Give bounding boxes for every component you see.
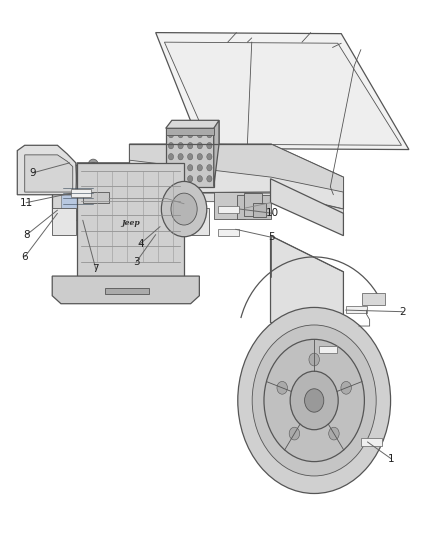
Text: 3: 3: [133, 257, 139, 267]
Polygon shape: [52, 165, 109, 175]
Circle shape: [168, 142, 173, 149]
Circle shape: [289, 427, 300, 440]
Circle shape: [61, 163, 67, 168]
Bar: [361, 438, 382, 446]
Circle shape: [304, 389, 324, 412]
Text: 6: 6: [21, 252, 28, 262]
Circle shape: [178, 165, 183, 171]
Text: 4: 4: [137, 239, 144, 248]
Polygon shape: [271, 179, 343, 236]
Text: 1: 1: [388, 454, 395, 464]
Polygon shape: [166, 128, 214, 187]
Circle shape: [59, 159, 69, 172]
Bar: [218, 229, 239, 236]
Polygon shape: [52, 276, 199, 304]
Polygon shape: [76, 163, 130, 195]
Polygon shape: [102, 165, 109, 220]
Circle shape: [168, 165, 173, 171]
Polygon shape: [106, 288, 149, 294]
Circle shape: [197, 142, 202, 149]
Circle shape: [197, 132, 202, 138]
Circle shape: [178, 175, 183, 182]
Circle shape: [178, 154, 183, 160]
Circle shape: [178, 142, 183, 149]
Circle shape: [161, 181, 207, 237]
Polygon shape: [237, 195, 272, 219]
Polygon shape: [166, 128, 214, 135]
Polygon shape: [244, 193, 262, 216]
Circle shape: [171, 193, 197, 225]
Circle shape: [207, 175, 212, 182]
Polygon shape: [52, 175, 102, 220]
Bar: [362, 293, 385, 305]
Bar: [61, 183, 95, 211]
Circle shape: [277, 382, 287, 394]
Circle shape: [197, 165, 202, 171]
Polygon shape: [130, 144, 343, 209]
Circle shape: [187, 165, 193, 171]
Circle shape: [207, 142, 212, 149]
Polygon shape: [130, 144, 343, 192]
Circle shape: [207, 132, 212, 138]
Polygon shape: [253, 203, 266, 216]
Circle shape: [264, 340, 364, 462]
Polygon shape: [155, 33, 409, 150]
Polygon shape: [184, 208, 209, 235]
Circle shape: [290, 371, 338, 430]
Circle shape: [341, 382, 351, 394]
Polygon shape: [271, 236, 343, 346]
Text: Jeep: Jeep: [121, 219, 140, 227]
Circle shape: [178, 132, 183, 138]
Bar: [346, 306, 367, 313]
Text: 5: 5: [268, 232, 275, 243]
Circle shape: [197, 154, 202, 160]
Circle shape: [187, 175, 193, 182]
Text: 2: 2: [399, 306, 406, 317]
Circle shape: [187, 142, 193, 149]
Circle shape: [328, 427, 339, 440]
Circle shape: [168, 175, 173, 182]
Polygon shape: [17, 146, 77, 195]
Polygon shape: [214, 120, 219, 187]
Circle shape: [187, 132, 193, 138]
Circle shape: [91, 163, 96, 168]
Circle shape: [252, 325, 376, 476]
Circle shape: [207, 154, 212, 160]
Text: 9: 9: [29, 168, 36, 178]
Circle shape: [187, 154, 193, 160]
Circle shape: [197, 175, 202, 182]
Polygon shape: [83, 192, 109, 203]
Circle shape: [88, 159, 99, 172]
Polygon shape: [164, 42, 402, 146]
Polygon shape: [52, 208, 76, 235]
Bar: [218, 206, 239, 213]
Polygon shape: [214, 192, 245, 219]
Circle shape: [238, 308, 391, 494]
Circle shape: [168, 154, 173, 160]
Text: 10: 10: [266, 208, 279, 219]
Polygon shape: [166, 120, 219, 144]
Polygon shape: [25, 155, 73, 192]
Text: 11: 11: [19, 198, 33, 208]
Text: 7: 7: [92, 264, 99, 274]
Text: 8: 8: [24, 230, 30, 240]
Circle shape: [309, 353, 319, 366]
Polygon shape: [77, 163, 184, 277]
Bar: [319, 346, 337, 353]
Polygon shape: [57, 193, 343, 217]
Circle shape: [207, 165, 212, 171]
Bar: [71, 189, 91, 197]
Circle shape: [168, 132, 173, 138]
